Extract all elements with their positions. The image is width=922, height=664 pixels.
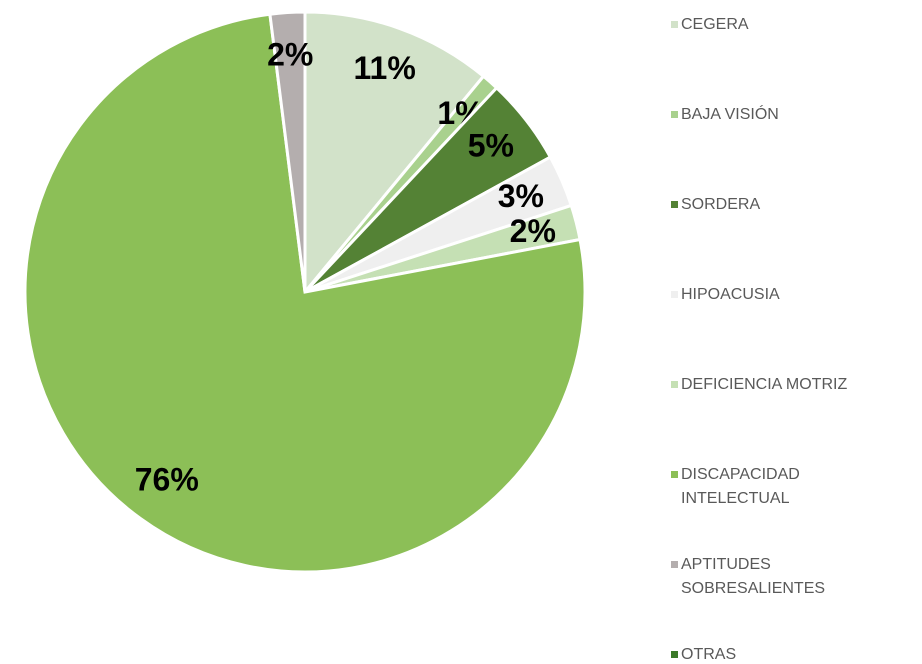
data-label: 2% — [510, 213, 556, 249]
data-label: 3% — [498, 178, 544, 214]
legend-swatch — [671, 471, 678, 478]
legend-label: BAJA VISIÓN — [681, 104, 779, 123]
pie-slice — [23, 12, 587, 574]
legend-swatch — [671, 201, 678, 208]
legend-label: OTRAS — [681, 646, 736, 663]
legend-label: SORDERA — [681, 196, 760, 213]
legend-label: DEFICIENCIA MOTRIZ — [681, 376, 847, 393]
legend-label: CEGERA — [681, 16, 749, 33]
legend-swatch — [671, 21, 678, 28]
data-label: 11% — [354, 50, 416, 86]
legend-label: DISCAPACIDAD INTELECTUAL — [681, 466, 800, 507]
legend-label: APTITUDES SOBRESALIENTES — [681, 556, 825, 597]
legend-label: HIPOACUSIA — [681, 286, 780, 303]
legend-swatch — [671, 381, 678, 388]
legend-swatch — [671, 111, 678, 118]
legend-swatch — [671, 291, 678, 298]
data-label: 5% — [468, 127, 514, 163]
legend-swatch — [671, 561, 678, 568]
pie-slice — [268, 10, 307, 293]
pie-slice — [303, 10, 486, 297]
data-label: 2% — [267, 37, 313, 73]
legend-swatch — [671, 651, 678, 658]
data-label: 76% — [135, 462, 199, 498]
